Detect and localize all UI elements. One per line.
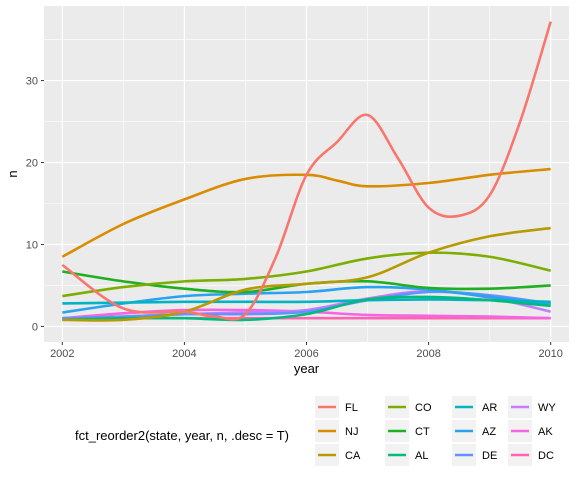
legend-title: fct_reorder2(state, year, n, .desc = T) — [75, 428, 289, 443]
legend-label: CO — [415, 402, 432, 414]
x-tick-label: 2006 — [294, 348, 318, 360]
y-tick-label: 10 — [26, 239, 38, 251]
legend-item-nj: NJ — [315, 420, 358, 442]
legend-item-ct: CT — [385, 420, 430, 442]
legend-item-ak: AK — [508, 420, 553, 442]
series-line-az — [62, 285, 551, 314]
x-tick-label: 2002 — [50, 348, 74, 360]
legend-label: AL — [415, 450, 428, 462]
legend-label: DC — [538, 450, 554, 462]
axis-ticks — [41, 80, 552, 345]
legend-label: WY — [538, 402, 556, 414]
series-line-nj — [61, 167, 551, 258]
x-tick-label: 2004 — [172, 348, 196, 360]
legend-item-al: AL — [385, 444, 428, 466]
y-axis-title: n — [5, 170, 20, 177]
legend-item-az: AZ — [452, 420, 496, 442]
series-layer — [61, 21, 552, 322]
legend-item-dc: DC — [508, 444, 554, 466]
x-axis-title: year — [294, 361, 320, 376]
legend-item-fl: FL — [315, 396, 358, 418]
series-line-co — [62, 251, 551, 298]
legend-label: AR — [482, 402, 497, 414]
legend-label: CA — [345, 450, 361, 462]
legend: FL NJ CA CO CT AL AR AZ DE WY AK DC — [315, 396, 556, 466]
legend-item-wy: WY — [508, 396, 556, 418]
y-tick-labels: 0 10 20 30 — [26, 76, 38, 334]
y-tick-label: 30 — [26, 76, 38, 88]
series-line-fl — [61, 21, 552, 321]
legend-item-co: CO — [385, 396, 432, 418]
legend-item-de: DE — [452, 444, 497, 466]
x-tick-label: 2008 — [416, 348, 440, 360]
legend-label: NJ — [345, 426, 358, 438]
legend-label: FL — [345, 402, 358, 414]
legend-label: DE — [482, 450, 497, 462]
legend-item-ca: CA — [315, 444, 361, 466]
series-line-ca — [62, 226, 551, 322]
y-tick-label: 0 — [32, 321, 38, 333]
x-tick-labels: 2002 2004 2006 2008 2010 — [50, 348, 563, 360]
x-tick-label: 2010 — [538, 348, 562, 360]
y-tick-label: 20 — [26, 158, 38, 170]
legend-label: AK — [538, 426, 553, 438]
legend-label: CT — [415, 426, 430, 438]
legend-item-ar: AR — [452, 396, 497, 418]
legend-label: AZ — [482, 426, 496, 438]
